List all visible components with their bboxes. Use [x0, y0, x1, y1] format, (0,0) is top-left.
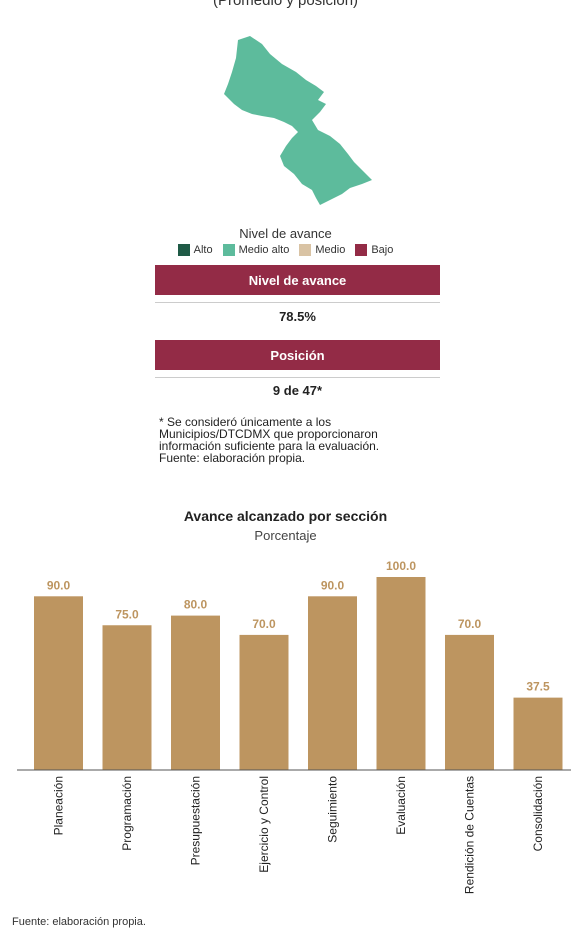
legend-item-medio-alto: Medio alto: [222, 244, 290, 256]
map: [0, 30, 571, 210]
data-label-rendicion-de-cuentas: 70.0: [458, 617, 482, 631]
data-label-seguimiento: 90.0: [321, 578, 345, 592]
bar-chart: 90.0 Planeación 75.0 Programación 80.0 Presup…: [17, 559, 571, 894]
top-caption: (Promedio y posición): [212, 0, 359, 9]
evaluation-note: * Se consideró únicamente a los Municipi…: [159, 416, 479, 464]
bar-planeacion: [34, 596, 83, 770]
note-source: Fuente: elaboración propia.: [159, 451, 306, 465]
category-label-planeacion: Planeación: [52, 776, 66, 835]
note-line-3: información suficiente para la evaluació…: [159, 439, 380, 453]
category-label-programacion: Programación: [120, 776, 134, 851]
data-label-ejercicio-y-control: 70.0: [252, 617, 276, 631]
legend-swatch-alto: [177, 244, 190, 256]
legend-item-bajo: Bajo: [355, 244, 393, 256]
municipality-map: [224, 36, 372, 205]
note-line-2: Municipios/DTCDMX que proporcionaron: [159, 427, 378, 441]
legend-label-medio-alto: Medio alto: [238, 244, 290, 256]
bar-rendicion-de-cuentas: [445, 634, 494, 770]
legend-swatch-medio-alto: [222, 244, 235, 256]
category-label-presupuestacion: Presupuestación: [189, 776, 203, 865]
data-label-presupuestacion: 80.0: [184, 598, 208, 612]
category-label-rendicion-de-cuentas: Rendición de Cuentas: [463, 776, 477, 894]
data-label-evaluacion: 100.0: [386, 559, 416, 573]
footer-source: Fuente: elaboración propia.: [12, 916, 146, 928]
legend: Alto Medio alto Medio Bajo: [0, 244, 571, 256]
legend-title: Nivel de avance: [239, 226, 332, 241]
chart-title: Avance alcanzado por sección: [183, 508, 388, 524]
legend-label-medio: Medio: [315, 244, 346, 256]
position-header: Posición: [155, 340, 440, 370]
bar-programacion: [102, 625, 152, 770]
note-line-1: * Se consideró únicamente a los: [159, 415, 332, 429]
legend-item-medio: Medio: [299, 244, 345, 256]
bar-seguimiento: [308, 596, 357, 770]
level-header: Nivel de avance: [155, 265, 440, 295]
data-label-planeacion: 90.0: [47, 578, 71, 592]
bar-presupuestacion: [171, 615, 220, 770]
bar-evaluacion: [376, 577, 426, 770]
category-label-seguimiento: Seguimiento: [326, 776, 340, 843]
position-divider: [155, 377, 440, 378]
legend-label-bajo: Bajo: [371, 244, 394, 256]
level-divider: [155, 302, 440, 303]
category-label-evaluacion: Evaluación: [394, 776, 408, 835]
legend-swatch-medio: [299, 244, 312, 256]
legend-item-alto: Alto: [177, 244, 213, 256]
municipality-shape: [224, 36, 372, 205]
legend-swatch-bajo: [355, 244, 368, 256]
level-value: 78.5%: [279, 309, 316, 324]
bar-ejercicio-y-control: [239, 634, 289, 770]
data-label-programacion: 75.0: [115, 607, 139, 621]
bar-consolidacion: [513, 697, 563, 770]
category-label-consolidacion: Consolidación: [531, 776, 545, 851]
data-label-consolidacion: 37.5: [526, 680, 550, 694]
legend-label-alto: Alto: [193, 244, 213, 256]
position-value: 9 de 47*: [272, 383, 323, 398]
category-label-ejercicio-y-control: Ejercicio y Control: [257, 776, 271, 873]
chart-subtitle: Porcentaje: [254, 528, 317, 543]
